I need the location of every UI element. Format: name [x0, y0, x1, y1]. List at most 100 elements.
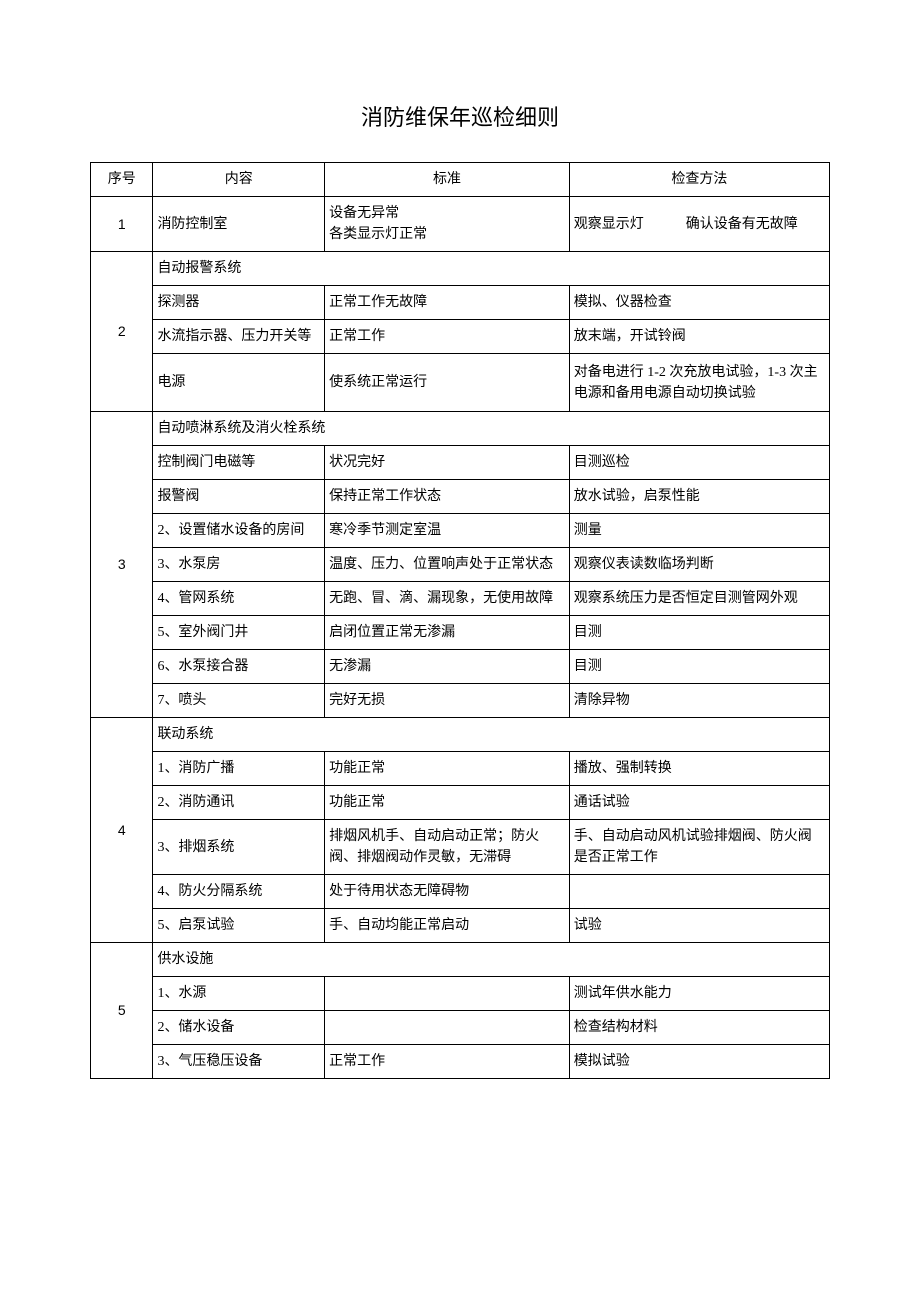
row-standard: 设备无异常 各类显示灯正常 [325, 197, 570, 252]
table-row: 3、排烟系统 排烟风机手、自动启动正常；防火阀、排烟阀动作灵敏，无滞碍 手、自动… [91, 820, 830, 875]
row-standard [325, 1011, 570, 1045]
row-method: 目测 [569, 616, 829, 650]
row-standard: 状况完好 [325, 446, 570, 480]
table-row: 1 消防控制室 设备无异常 各类显示灯正常 观察显示灯 确认设备有无故障 [91, 197, 830, 252]
row-content: 5、启泵试验 [153, 909, 325, 943]
row-num: 2 [91, 252, 153, 412]
header-method: 检查方法 [569, 163, 829, 197]
row-method: 测量 [569, 514, 829, 548]
row-method: 放水试验，启泵性能 [569, 480, 829, 514]
table-row: 控制阀门电磁等 状况完好 目测巡检 [91, 446, 830, 480]
section-title: 自动喷淋系统及消火栓系统 [153, 412, 830, 446]
row-standard: 使系统正常运行 [325, 354, 570, 412]
table-row: 3 自动喷淋系统及消火栓系统 [91, 412, 830, 446]
row-method: 通话试验 [569, 786, 829, 820]
table-row: 探测器 正常工作无故障 模拟、仪器检查 [91, 286, 830, 320]
section-title: 联动系统 [153, 718, 830, 752]
row-method: 清除异物 [569, 684, 829, 718]
row-method [569, 875, 829, 909]
table-row: 4、管网系统 无跑、冒、滴、漏现象，无使用故障 观察系统压力是否恒定目测管网外观 [91, 582, 830, 616]
row-num: 5 [91, 943, 153, 1079]
table-row: 2、储水设备 检查结构材料 [91, 1011, 830, 1045]
row-standard: 完好无损 [325, 684, 570, 718]
table-row: 2、设置储水设备的房间 寒冷季节测定室温 测量 [91, 514, 830, 548]
row-standard: 正常工作 [325, 320, 570, 354]
inspection-table: 序号 内容 标准 检查方法 1 消防控制室 设备无异常 各类显示灯正常 观察显示… [90, 162, 830, 1079]
row-content: 控制阀门电磁等 [153, 446, 325, 480]
row-method: 检查结构材料 [569, 1011, 829, 1045]
row-standard: 启闭位置正常无渗漏 [325, 616, 570, 650]
row-method: 观察显示灯 确认设备有无故障 [569, 197, 829, 252]
row-content: 4、管网系统 [153, 582, 325, 616]
table-row: 报警阀 保持正常工作状态 放水试验，启泵性能 [91, 480, 830, 514]
table-row: 3、水泵房 温度、压力、位置响声处于正常状态 观察仪表读数临场判断 [91, 548, 830, 582]
table-row: 6、水泵接合器 无渗漏 目测 [91, 650, 830, 684]
table-row: 1、消防广播 功能正常 播放、强制转换 [91, 752, 830, 786]
row-content: 报警阀 [153, 480, 325, 514]
row-standard: 无跑、冒、滴、漏现象，无使用故障 [325, 582, 570, 616]
header-content: 内容 [153, 163, 325, 197]
row-method: 观察仪表读数临场判断 [569, 548, 829, 582]
row-content: 水流指示器、压力开关等 [153, 320, 325, 354]
row-method: 放末端，开试铃阀 [569, 320, 829, 354]
header-standard: 标准 [325, 163, 570, 197]
page-title: 消防维保年巡检细则 [90, 100, 830, 132]
row-method: 试验 [569, 909, 829, 943]
row-content: 1、消防广播 [153, 752, 325, 786]
row-standard: 手、自动均能正常启动 [325, 909, 570, 943]
row-content: 电源 [153, 354, 325, 412]
row-content: 2、设置储水设备的房间 [153, 514, 325, 548]
row-standard: 处于待用状态无障碍物 [325, 875, 570, 909]
table-row: 4 联动系统 [91, 718, 830, 752]
row-num: 3 [91, 412, 153, 718]
row-content: 2、储水设备 [153, 1011, 325, 1045]
row-method: 模拟试验 [569, 1045, 829, 1079]
table-header-row: 序号 内容 标准 检查方法 [91, 163, 830, 197]
row-content: 3、排烟系统 [153, 820, 325, 875]
table-row: 5、室外阀门井 启闭位置正常无渗漏 目测 [91, 616, 830, 650]
row-standard: 保持正常工作状态 [325, 480, 570, 514]
row-content: 消防控制室 [153, 197, 325, 252]
row-content: 7、喷头 [153, 684, 325, 718]
row-method: 手、自动启动风机试验排烟阀、防火阀是否正常工作 [569, 820, 829, 875]
row-content: 1、水源 [153, 977, 325, 1011]
table-row: 水流指示器、压力开关等 正常工作 放末端，开试铃阀 [91, 320, 830, 354]
row-standard: 正常工作 [325, 1045, 570, 1079]
header-num: 序号 [91, 163, 153, 197]
row-num: 1 [91, 197, 153, 252]
row-standard: 排烟风机手、自动启动正常；防火阀、排烟阀动作灵敏，无滞碍 [325, 820, 570, 875]
row-method: 目测 [569, 650, 829, 684]
table-row: 1、水源 测试年供水能力 [91, 977, 830, 1011]
table-row: 3、气压稳压设备 正常工作 模拟试验 [91, 1045, 830, 1079]
row-content: 2、消防通讯 [153, 786, 325, 820]
row-standard: 无渗漏 [325, 650, 570, 684]
row-standard: 寒冷季节测定室温 [325, 514, 570, 548]
row-standard: 功能正常 [325, 752, 570, 786]
table-row: 5、启泵试验 手、自动均能正常启动 试验 [91, 909, 830, 943]
row-standard: 正常工作无故障 [325, 286, 570, 320]
row-content: 3、水泵房 [153, 548, 325, 582]
table-row: 电源 使系统正常运行 对备电进行 1-2 次充放电试验，1-3 次主电源和备用电… [91, 354, 830, 412]
row-content: 探测器 [153, 286, 325, 320]
table-row: 7、喷头 完好无损 清除异物 [91, 684, 830, 718]
row-standard: 功能正常 [325, 786, 570, 820]
row-method: 观察系统压力是否恒定目测管网外观 [569, 582, 829, 616]
row-content: 3、气压稳压设备 [153, 1045, 325, 1079]
row-content: 4、防火分隔系统 [153, 875, 325, 909]
row-num: 4 [91, 718, 153, 943]
table-row: 2、消防通讯 功能正常 通话试验 [91, 786, 830, 820]
table-row: 4、防火分隔系统 处于待用状态无障碍物 [91, 875, 830, 909]
row-method: 目测巡检 [569, 446, 829, 480]
row-method: 测试年供水能力 [569, 977, 829, 1011]
row-standard [325, 977, 570, 1011]
row-content: 6、水泵接合器 [153, 650, 325, 684]
row-method: 模拟、仪器检查 [569, 286, 829, 320]
row-method: 播放、强制转换 [569, 752, 829, 786]
table-row: 2 自动报警系统 [91, 252, 830, 286]
section-title: 自动报警系统 [153, 252, 830, 286]
row-standard: 温度、压力、位置响声处于正常状态 [325, 548, 570, 582]
row-content: 5、室外阀门井 [153, 616, 325, 650]
section-title: 供水设施 [153, 943, 830, 977]
table-row: 5 供水设施 [91, 943, 830, 977]
row-method: 对备电进行 1-2 次充放电试验，1-3 次主电源和备用电源自动切换试验 [569, 354, 829, 412]
